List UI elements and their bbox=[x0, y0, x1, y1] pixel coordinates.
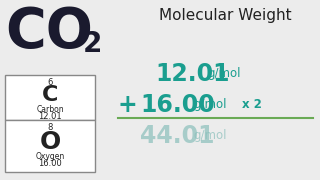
FancyBboxPatch shape bbox=[5, 120, 95, 172]
Text: x 2: x 2 bbox=[242, 98, 262, 111]
Text: O: O bbox=[39, 130, 60, 154]
Text: Molecular Weight: Molecular Weight bbox=[159, 8, 291, 23]
Text: g/mol: g/mol bbox=[193, 98, 227, 111]
Text: 16.00: 16.00 bbox=[38, 159, 62, 168]
Text: g/mol: g/mol bbox=[207, 67, 241, 80]
Text: C: C bbox=[42, 85, 58, 105]
Text: 12.01: 12.01 bbox=[155, 62, 229, 86]
Text: 8: 8 bbox=[47, 123, 53, 132]
Text: Carbon: Carbon bbox=[36, 105, 64, 114]
Text: g/mol: g/mol bbox=[193, 129, 227, 142]
Text: 44.01: 44.01 bbox=[140, 124, 214, 148]
FancyBboxPatch shape bbox=[5, 75, 95, 120]
Text: 12.01: 12.01 bbox=[38, 112, 62, 121]
Text: 16.00: 16.00 bbox=[140, 93, 215, 117]
Text: 2: 2 bbox=[83, 30, 102, 58]
Text: +: + bbox=[118, 93, 138, 117]
Text: 6: 6 bbox=[47, 78, 53, 87]
Text: Oxygen: Oxygen bbox=[36, 152, 65, 161]
Text: CO: CO bbox=[5, 5, 93, 59]
